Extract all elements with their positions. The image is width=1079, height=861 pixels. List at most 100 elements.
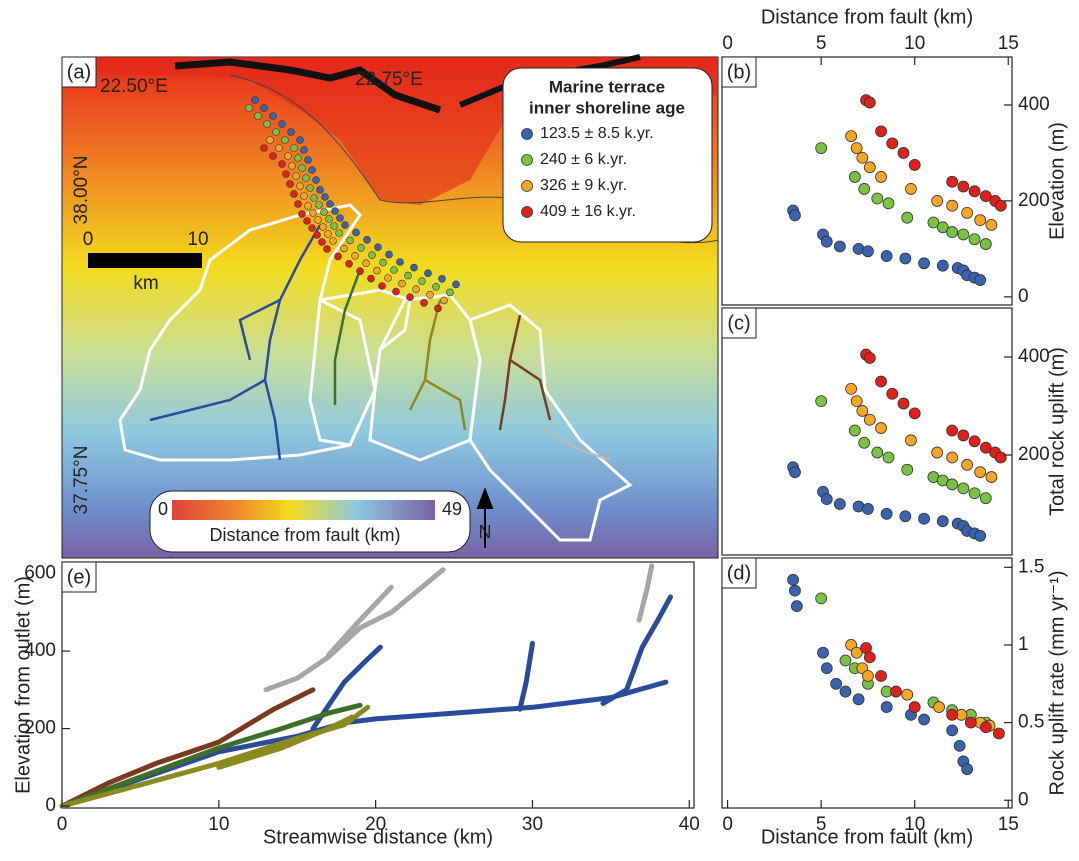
point [946,451,959,464]
point [862,670,874,682]
legend-items: 123.5 ± 8.5 k.yr. 240 ± 6 k.yr. 326 ± 9 k.… [521,125,654,220]
terrace-dot [356,267,364,276]
point [890,685,902,698]
point [994,451,1007,464]
x-axis-title: Distance from fault (km) [761,826,973,848]
terrace-dot [325,215,333,223]
terrace-dot [278,160,286,168]
x-tick-label: 0 [722,814,733,835]
point [905,434,917,447]
point [863,96,876,109]
terrace-dot [341,221,349,229]
point [979,492,992,505]
point [850,395,863,408]
profile-line [600,594,673,706]
point [858,436,871,449]
point [918,257,930,270]
terrace-dot [302,174,310,182]
terrace-dot [440,296,448,305]
north-label: N [479,522,492,542]
terrace-dot [263,120,271,128]
point [985,471,998,483]
terrace-dot [418,277,426,286]
terrace-dot [281,136,289,144]
point [936,515,949,528]
point [985,218,998,231]
legend-title: inner shoreline age [529,98,685,117]
x-tick-label: 15 [998,33,1019,54]
point [961,206,973,219]
legend-label: 240 ± 6 k.yr. [540,151,627,168]
point [946,226,959,238]
x-tick-label: 10 [904,814,925,835]
point [957,429,970,442]
terrace-dot [335,229,343,237]
point [871,446,884,459]
terrace-dot [321,193,329,201]
y-tick-label: 400 [1018,94,1050,115]
point [862,245,874,258]
point [820,235,833,248]
terrace-dot [314,216,322,224]
scale-unit: km [133,273,158,294]
terrace-dot [392,287,400,296]
terrace-dot [304,202,312,210]
point [953,739,966,752]
terrace-dot [315,201,323,209]
rivers [149,224,611,462]
y-axis-title: Rock uplift rate (mm yr⁻¹) [1046,570,1068,795]
point [880,701,893,713]
profile-line [326,584,394,658]
terrace-dot [373,266,381,275]
y-tick-label: 400 [1018,346,1050,367]
point [863,161,876,174]
point [833,240,846,253]
lon-label: 22.75°E [355,69,423,90]
terrace-dot [412,285,420,294]
terrace-dot [282,170,290,178]
terrace-dot [398,279,406,288]
x-tick-label: 15 [998,814,1019,835]
terrace-dot [313,231,321,239]
y-tick-label: 0 [45,795,56,816]
point [946,708,959,721]
colorbar-max: 49 [442,499,462,519]
terrace-dot [288,162,296,170]
point [918,713,930,726]
point [968,185,981,198]
terrace-dot [331,207,339,215]
terrace-dot [434,304,442,313]
terrace-dot [308,166,316,174]
point [968,233,981,246]
north-arrow [476,487,494,548]
point [830,677,843,690]
panel-label-box [61,56,97,88]
point [905,183,917,195]
point [790,600,803,613]
terrace-dot [362,259,370,268]
point [961,763,973,776]
colorbar-label: Distance from fault (km) [209,525,400,545]
legend-label: 123.5 ± 8.5 k.yr. [540,125,654,142]
lon-label: 22.50°E [100,76,168,97]
point [815,592,828,605]
point [789,209,801,222]
point [908,159,921,171]
legend-marker [521,180,533,192]
point [946,199,959,212]
legend-label: 409 ± 16 k.yr. [540,203,636,220]
terrace-dot [312,176,320,184]
point [817,646,829,659]
point [993,727,1005,740]
point [839,654,852,667]
x-tick-label: 0 [722,33,733,54]
terrace-dot [384,274,392,282]
terrace-dot [345,259,353,268]
terrace-dot [284,152,292,160]
scale-bar [88,253,202,268]
legend-title: Marine terrace [549,77,665,96]
terrace-dot [320,208,328,216]
y-tick-label: 1.5 [1018,556,1044,577]
terrace-dot [378,282,386,290]
